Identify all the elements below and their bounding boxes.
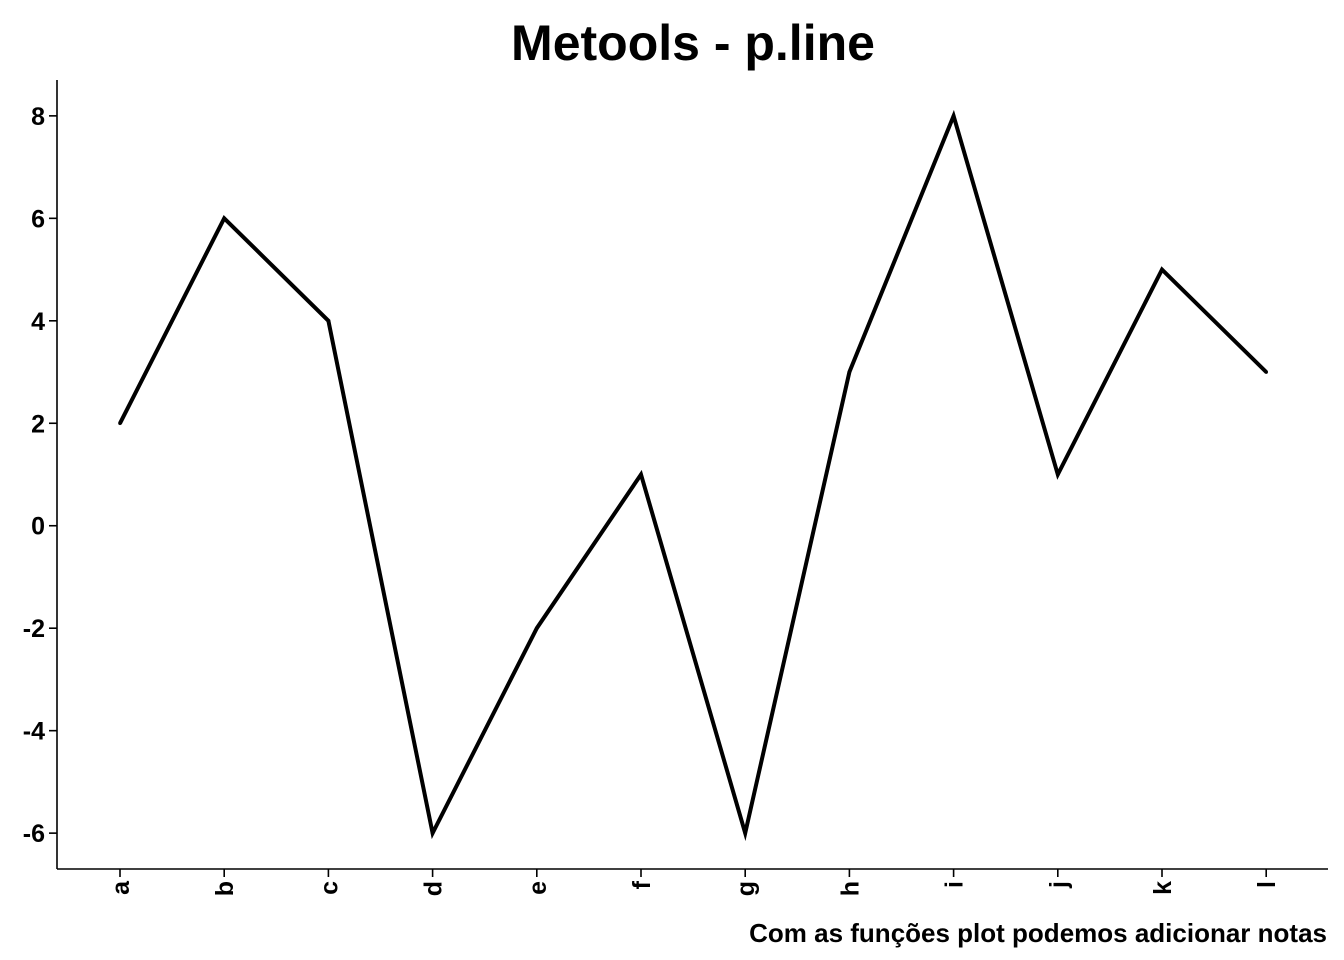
data-point [951, 114, 956, 118]
data-point [118, 421, 122, 426]
data-point [326, 318, 331, 323]
x-tick-label: b [211, 881, 239, 896]
x-tick-label: i [941, 881, 969, 888]
x-tick-label: j [1045, 881, 1073, 889]
x-tick-label: a [107, 880, 135, 895]
x-tick-label: e [524, 881, 552, 895]
x-tick-label: c [315, 881, 343, 895]
y-tick-label: -6 [23, 820, 45, 848]
y-tick-label: 8 [31, 103, 45, 131]
chart-title: Metools - p.line [511, 15, 875, 71]
data-point [535, 626, 539, 631]
y-tick-label: 4 [31, 308, 45, 336]
y-tick-label: -4 [23, 718, 45, 746]
y-tick-label: -2 [23, 615, 45, 643]
x-tick-label: d [420, 881, 448, 896]
data-point [847, 370, 852, 374]
axes [56, 80, 1328, 870]
data-point [1160, 267, 1164, 272]
data-point [430, 831, 435, 835]
tick-marks [49, 115, 1267, 877]
series-group [118, 109, 1268, 842]
x-tick-label: f [628, 880, 656, 889]
tick-labels: -6 -4 -2 0 2 4 6 8 a b c d e f g h i j k l [23, 103, 1281, 896]
series-line [118, 109, 1268, 842]
data-point [743, 831, 747, 835]
data-point [222, 216, 226, 221]
x-tick-label: h [836, 881, 864, 896]
data-point [639, 472, 643, 477]
data-point [1264, 370, 1268, 374]
chart-caption: Com as funções plot podemos adicionar no… [749, 918, 1327, 948]
y-tick-label: 6 [31, 205, 45, 233]
x-tick-label: l [1253, 881, 1281, 888]
x-tick-label: k [1149, 881, 1177, 895]
x-tick-label: g [732, 881, 760, 896]
data-point [1056, 472, 1060, 477]
y-tick-label: 0 [31, 513, 45, 541]
y-tick-label: 2 [31, 410, 45, 438]
